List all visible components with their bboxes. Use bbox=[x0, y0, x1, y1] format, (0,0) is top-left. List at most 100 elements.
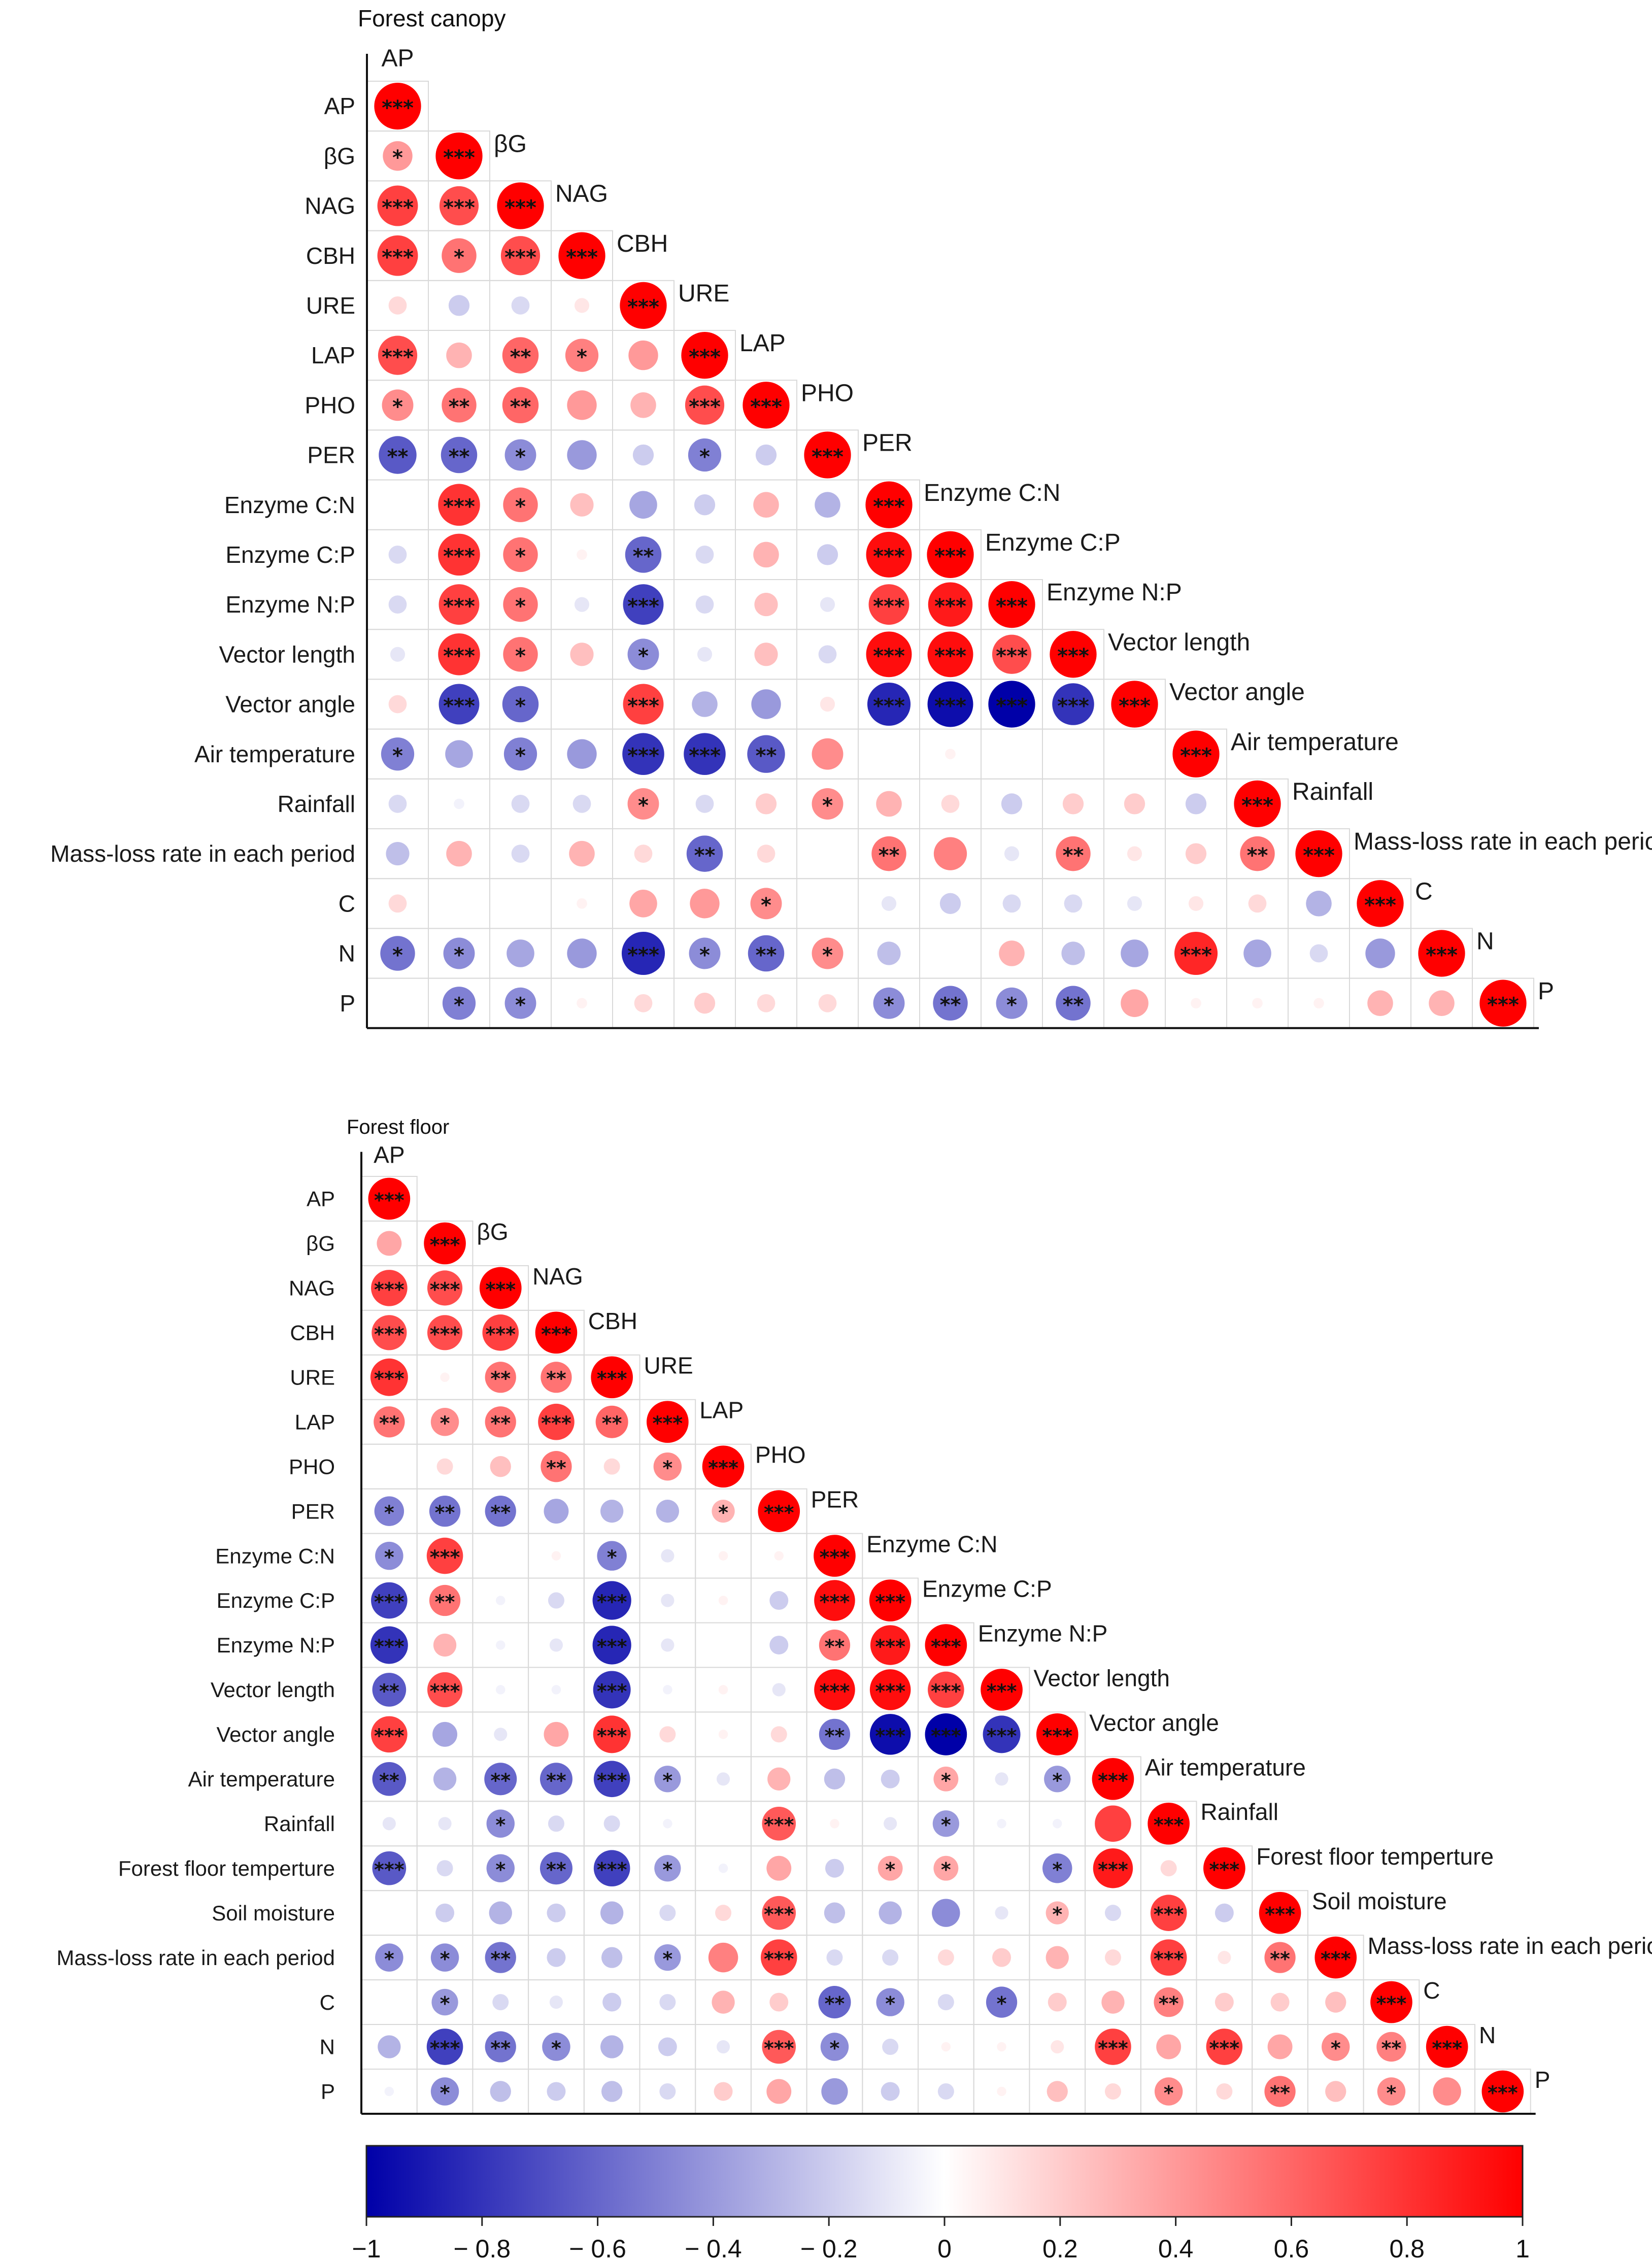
canopy-significance-vector-length-g: *** bbox=[443, 645, 475, 668]
canopy-significance-nag-g: *** bbox=[443, 196, 475, 219]
canopy-corr-circle-per-ure bbox=[632, 444, 654, 466]
canopy-corr-circle-enzyme-c-n-ure bbox=[629, 491, 657, 519]
floor-significance-per-per: *** bbox=[764, 1502, 794, 1524]
canopy-row-label-vector-angle: Vector angle bbox=[225, 691, 355, 718]
canopy-significance-nag-ap: *** bbox=[382, 196, 414, 219]
floor-corr-circle-pho-ap bbox=[387, 1465, 391, 1468]
floor-significance-c-c: *** bbox=[1376, 1992, 1407, 2015]
floor-corr-circle-enzyme-c-n-g bbox=[426, 1537, 463, 1574]
floor-significance-nag-ap: *** bbox=[374, 1278, 404, 1301]
floor-corr-circle-soil-moisture-cbh bbox=[547, 1903, 566, 1922]
floor-corr-circle-enzyme-n-p-pho bbox=[722, 1643, 725, 1647]
floor-significance-enzyme-n-p-ap: *** bbox=[374, 1635, 404, 1658]
floor-significance-air-temperature-cbh: ** bbox=[546, 1769, 566, 1792]
canopy-corr-circle-per-per bbox=[804, 431, 851, 479]
canopy-corr-circle-c-rainfall bbox=[1248, 894, 1267, 913]
canopy-significance-per-ap: ** bbox=[387, 445, 409, 468]
canopy-corr-circle-vector-angle-per bbox=[820, 696, 835, 712]
floor-corr-circle-air-temperature-enzyme-n-p bbox=[933, 1766, 959, 1792]
canopy-corr-circle-n-enzyme-n-p bbox=[999, 940, 1025, 966]
canopy-corr-circle-enzyme-n-p-enzyme-c-p bbox=[928, 582, 973, 627]
canopy-corr-circle-c-air-temperature bbox=[1188, 896, 1204, 911]
floor-significance-vector-length-g: *** bbox=[430, 1680, 460, 1702]
canopy-corr-circle-air-temperature-enzyme-c-p bbox=[945, 749, 956, 760]
floor-corr-circle-n-rainfall bbox=[1156, 2034, 1182, 2059]
floor-significance-per-ap: * bbox=[384, 1502, 394, 1524]
floor-corr-circle-air-temperature-lap bbox=[654, 1766, 681, 1793]
floor-significance-forest-floor-temperture-cbh: ** bbox=[546, 1858, 566, 1881]
canopy-significance-cbh-cbh: *** bbox=[566, 246, 598, 269]
canopy-corr-circle-g-g bbox=[435, 132, 483, 180]
floor-corr-circle-n-vector-angle bbox=[1051, 2040, 1064, 2054]
canopy-significance-per-lap: * bbox=[699, 445, 710, 468]
floor-corr-circle-forest-floor-temperture-lap bbox=[654, 1855, 681, 1882]
canopy-corr-circle-rainfall-enzyme-c-p bbox=[941, 795, 960, 813]
floor-row-label-soil-moisture: Soil moisture bbox=[212, 1901, 335, 1925]
floor-corr-circle-p-rainfall bbox=[1154, 2077, 1183, 2106]
canopy-corr-circle-pho-g bbox=[442, 388, 477, 423]
floor-corr-circle-soil-moisture-soil-moisture bbox=[1259, 1891, 1301, 1934]
floor-corr-circle-air-temperature-per bbox=[767, 1767, 791, 1790]
floor-corr-circle-mass-loss-rate-in-each-period-ap bbox=[375, 1943, 403, 1972]
canopy-corr-circle-n-vector-length bbox=[1061, 941, 1085, 965]
floor-corr-circle-per-g bbox=[429, 1495, 461, 1527]
floor-significance-air-temperature-air-temperature: *** bbox=[1098, 1769, 1128, 1792]
floor-corr-circle-c-enzyme-c-n bbox=[818, 1986, 851, 2019]
canopy-corr-circle-n-lap bbox=[689, 937, 721, 969]
floor-corr-circle-c-vector-length bbox=[986, 1986, 1018, 2018]
floor-significance-vector-length-enzyme-c-n: *** bbox=[820, 1680, 850, 1702]
floor-corr-circle-enzyme-c-p-per bbox=[769, 1591, 789, 1610]
canopy-corr-circle-p-enzyme-c-p bbox=[933, 986, 968, 1021]
floor-corr-circle-c-mass-loss-rate-in-each-period bbox=[1325, 1991, 1346, 2013]
floor-significance-ure-nag: ** bbox=[490, 1368, 511, 1390]
floor-corr-circle-enzyme-c-n-nag bbox=[499, 1554, 502, 1558]
canopy-corr-circle-p-air-temperature bbox=[1191, 998, 1201, 1009]
floor-corr-circle-vector-length-enzyme-n-p bbox=[928, 1671, 964, 1708]
canopy-significance-enzyme-n-p-nag: * bbox=[515, 595, 526, 618]
floor-corr-circle-soil-moisture-forest-floor-temperture bbox=[1215, 1903, 1234, 1922]
canopy-corr-circle-per-pho bbox=[755, 444, 777, 466]
floor-significance-p-soil-moisture: ** bbox=[1270, 2082, 1290, 2104]
floor-significance-forest-floor-temperture-forest-floor-temperture: *** bbox=[1209, 1858, 1240, 1881]
canopy-corr-circle-rainfall-cbh bbox=[572, 795, 591, 813]
canopy-corr-circle-mass-loss-rate-in-each-period-per bbox=[826, 852, 829, 856]
floor-column-label-vector-length: Vector length bbox=[1033, 1665, 1170, 1691]
canopy-significance-lap-nag: ** bbox=[510, 346, 531, 369]
canopy-corr-circle-enzyme-n-p-ap bbox=[388, 595, 407, 614]
floor-corr-circle-n-air-temperature bbox=[1095, 2029, 1131, 2065]
floor-column-label-air-temperature: Air temperature bbox=[1145, 1754, 1306, 1780]
canopy-row-label-p: P bbox=[340, 990, 355, 1017]
canopy-corr-circle-enzyme-c-n-ap bbox=[396, 503, 399, 506]
canopy-corr-circle-cbh-nag bbox=[500, 236, 541, 276]
floor-corr-circle-vector-length-enzyme-c-n bbox=[814, 1669, 855, 1710]
canopy-corr-circle-enzyme-c-p-g bbox=[438, 533, 480, 576]
canopy-row-label-g: βG bbox=[324, 143, 355, 169]
canopy-corr-circle-p-ure bbox=[634, 994, 653, 1012]
floor-corr-circle-soil-moisture-enzyme-c-p bbox=[879, 1901, 902, 1924]
floor-corr-circle-enzyme-n-p-per bbox=[769, 1635, 789, 1654]
canopy-corr-circle-p-p bbox=[1479, 979, 1527, 1027]
canopy-significance-ure-ure: *** bbox=[627, 296, 659, 319]
canopy-corr-circle-c-per bbox=[826, 902, 829, 905]
canopy-row-label-nag: NAG bbox=[305, 193, 355, 219]
floor-row-label-forest-floor-temperture: Forest floor temperture bbox=[118, 1856, 335, 1880]
canopy-significance-per-g: ** bbox=[449, 445, 470, 468]
floor-row-label-pho: PHO bbox=[289, 1455, 335, 1478]
floor-corr-circle-c-g bbox=[431, 1988, 458, 2016]
canopy-corr-circle-ure-ap bbox=[388, 296, 407, 315]
floor-corr-circle-n-cbh bbox=[542, 2033, 570, 2061]
floor-corr-circle-vector-angle-g bbox=[432, 1721, 458, 1747]
canopy-row-label-per: PER bbox=[307, 442, 355, 468]
canopy-corr-circle-pho-lap bbox=[685, 385, 725, 425]
floor-significance-enzyme-c-p-g: ** bbox=[435, 1591, 455, 1613]
floor-corr-circle-enzyme-c-p-enzyme-c-p bbox=[869, 1579, 912, 1621]
floor-corr-circle-mass-loss-rate-in-each-period-vector-angle bbox=[1046, 1946, 1069, 1969]
canopy-corr-circle-p-n bbox=[1429, 990, 1455, 1016]
floor-significance-enzyme-c-p-ure: *** bbox=[597, 1591, 627, 1613]
floor-corr-circle-n-nag bbox=[485, 2031, 516, 2063]
floor-corr-circle-rainfall-lap bbox=[663, 1819, 672, 1829]
canopy-corr-circle-vector-length-pho bbox=[754, 643, 778, 666]
floor-corr-circle-forest-floor-temperture-ap bbox=[372, 1851, 407, 1885]
canopy-corr-circle-p-g bbox=[442, 987, 476, 1020]
canopy-corr-circle-n-rainfall bbox=[1243, 939, 1271, 967]
